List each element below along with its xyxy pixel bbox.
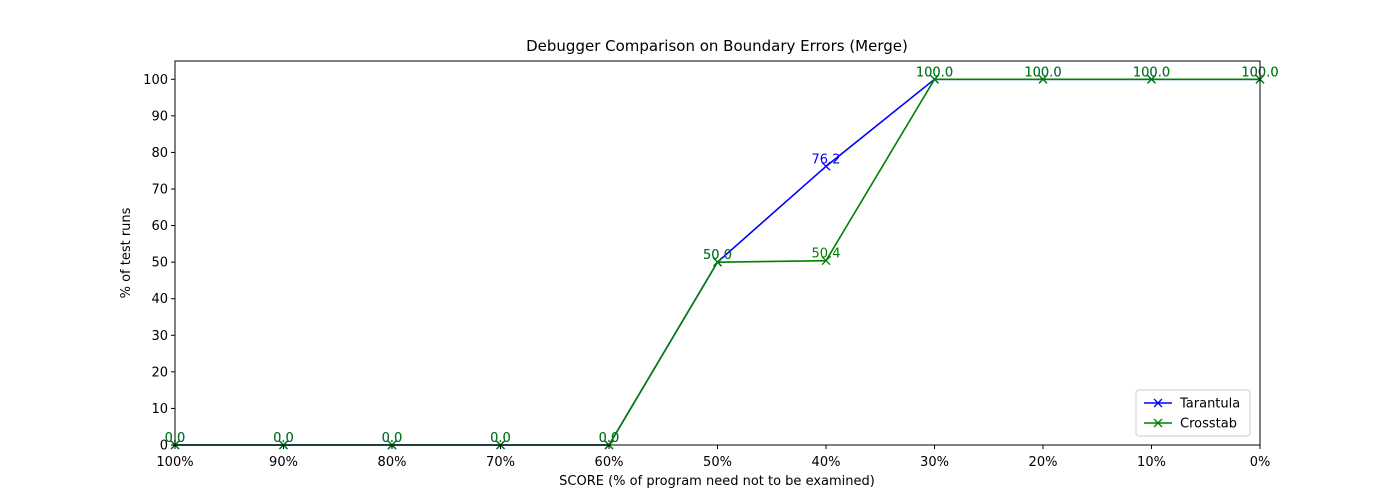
data-label: 76.2	[812, 152, 841, 167]
x-axis-title: SCORE (% of program need not to be exami…	[559, 474, 875, 489]
y-tick-label: 90	[151, 109, 168, 124]
data-point	[821, 256, 831, 266]
data-label: 0.0	[273, 431, 294, 446]
data-label: 0.0	[599, 431, 620, 446]
x-tick-label: 10%	[1137, 455, 1166, 470]
y-tick-label: 10	[151, 402, 168, 417]
y-tick-label: 20	[151, 365, 168, 380]
y-tick-label: 70	[151, 183, 168, 198]
y-tick-label: 40	[151, 292, 168, 307]
legend: Tarantula Crosstab	[1135, 389, 1251, 437]
data-label: 0.0	[382, 431, 403, 446]
legend-marker	[1153, 418, 1163, 428]
x-tick-label: 20%	[1029, 455, 1058, 470]
legend-label: Crosstab	[1180, 417, 1237, 432]
data-label: 50.4	[812, 247, 841, 262]
x-tick-label: 40%	[812, 455, 841, 470]
x-tick-label: 0%	[1250, 455, 1271, 470]
y-tick-label: 60	[151, 219, 168, 234]
chart-title: Debugger Comparison on Boundary Errors (…	[526, 37, 908, 55]
x-tick-label: 70%	[486, 455, 515, 470]
y-axis-title: % of test runs	[119, 207, 134, 298]
data-label: 0.0	[490, 431, 511, 446]
legend-marker	[1153, 398, 1163, 408]
y-tick-label: 50	[151, 256, 168, 271]
y-tick-label: 0	[160, 439, 168, 454]
data-point	[1038, 74, 1048, 84]
y-tick-label: 80	[151, 146, 168, 161]
x-tick-label: 30%	[920, 455, 949, 470]
data-label: 100.0	[1133, 65, 1170, 80]
data-point	[713, 257, 722, 267]
data-label: 100.0	[916, 65, 953, 80]
data-point	[821, 161, 831, 171]
x-tick-label: 100%	[156, 455, 193, 470]
data-label: 0.0	[490, 431, 511, 446]
data-label: 100.0	[1133, 65, 1170, 80]
y-axis: 0 10 20 30 40 50 60 70 80 90 100	[143, 73, 175, 454]
y-tick-label: 100	[143, 73, 168, 88]
x-tick-label: 50%	[703, 455, 732, 470]
data-label: 0.0	[382, 431, 403, 446]
x-tick-label: 60%	[595, 455, 624, 470]
data-label: 50.0	[703, 248, 732, 263]
data-label: 100.0	[1024, 65, 1061, 80]
data-label: 0.0	[273, 431, 294, 446]
data-label: 100.0	[1024, 65, 1061, 80]
y-tick-label: 30	[151, 329, 168, 344]
data-point	[1147, 74, 1156, 84]
x-tick-label: 90%	[269, 455, 298, 470]
data-label: 50.0	[703, 248, 732, 263]
data-point	[930, 74, 939, 84]
legend-label: Tarantula	[1179, 397, 1240, 412]
x-axis: 100% 90% 80% 70% 60% 50% 40% 30% 20% 10% 0%	[156, 445, 1270, 470]
x-tick-label: 80%	[378, 455, 407, 470]
data-label: 100.0	[916, 65, 953, 80]
legend-box	[1135, 389, 1251, 437]
